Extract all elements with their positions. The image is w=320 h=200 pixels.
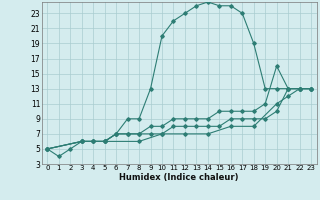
X-axis label: Humidex (Indice chaleur): Humidex (Indice chaleur) [119,173,239,182]
